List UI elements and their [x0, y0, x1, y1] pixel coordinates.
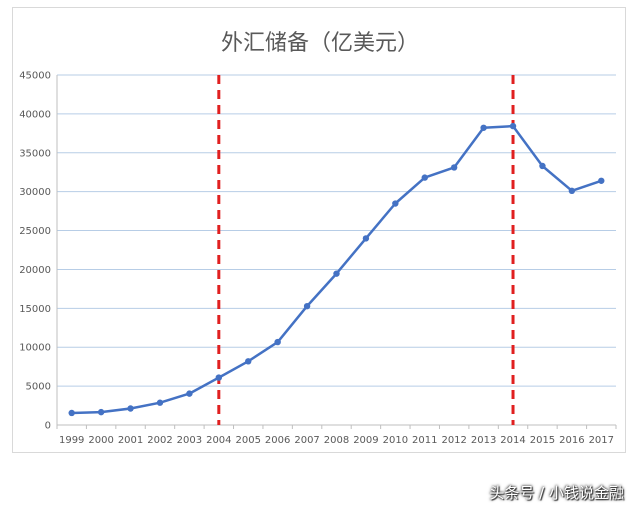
y-axis-tick-labels: 0 5000 10000 15000 20000 25000 30000 35000 40000… — [19, 71, 51, 432]
y-tick-label: 45000 — [19, 71, 51, 82]
y-tick-label: 25000 — [19, 226, 51, 237]
data-point-2015 — [539, 162, 546, 170]
watermark: 头条号 / 小钱说金融 — [489, 484, 624, 502]
x-axis-tick-labels: 1999 2000 2001 2002 2003 2004 2005 2006 2007 2008… — [59, 435, 614, 446]
data-point-2006 — [274, 338, 281, 346]
y-tick-label: 0 — [45, 421, 51, 432]
x-tick-label: 2009 — [353, 435, 378, 446]
y-tick-label: 30000 — [19, 187, 51, 198]
data-point-2005 — [245, 358, 252, 365]
x-tick-label: 2003 — [177, 435, 202, 446]
data-point-1999 — [68, 409, 75, 417]
data-point-2003 — [186, 390, 193, 397]
line-chart: 外汇储备（亿美元） 0 5000 10000 15000 20000 25000 30000… — [19, 31, 617, 446]
x-tick-label: 2004 — [206, 435, 231, 446]
x-tick-label: 2006 — [265, 435, 290, 446]
data-point-2016 — [568, 187, 576, 195]
data-point-2011 — [421, 174, 428, 181]
data-point-2002 — [156, 399, 164, 406]
data-point-2004 — [215, 374, 223, 381]
x-tick-label: 2008 — [324, 435, 349, 446]
x-tick-label: 2016 — [559, 435, 584, 446]
data-point-2009 — [362, 235, 370, 242]
data-point-2013 — [480, 124, 487, 131]
data-point-2017 — [598, 177, 605, 184]
chart-frame: 外汇储备（亿美元） 0 5000 10000 15000 20000 25000 30000… — [12, 7, 626, 453]
x-tick-label: 2013 — [471, 435, 496, 446]
x-tick-label: 2007 — [294, 435, 319, 446]
data-point-2001 — [127, 405, 134, 412]
y-tick-label: 15000 — [19, 304, 51, 315]
data-point-2007 — [303, 302, 311, 310]
axes — [56, 75, 617, 429]
x-tick-label: 2005 — [236, 435, 261, 446]
reference-lines — [217, 75, 515, 425]
x-tick-label: 2000 — [88, 435, 113, 446]
y-tick-label: 35000 — [19, 148, 51, 159]
data-point-2012 — [450, 164, 458, 171]
x-tick-label: 2001 — [118, 435, 143, 446]
x-tick-label: 2014 — [500, 435, 525, 446]
x-tick-label: 2017 — [589, 435, 614, 446]
data-point-2000 — [97, 408, 105, 416]
x-tick-label: 2012 — [441, 435, 466, 446]
y-tick-label: 20000 — [19, 265, 51, 276]
series-layer — [68, 122, 605, 417]
gridlines — [57, 74, 616, 387]
chart-title: 外汇储备（亿美元） — [221, 31, 419, 56]
data-point-2008 — [333, 270, 340, 277]
data-point-2010 — [392, 200, 399, 207]
y-tick-label: 10000 — [19, 343, 51, 354]
x-tick-label: 1999 — [59, 435, 84, 446]
x-tick-label: 2011 — [412, 435, 437, 446]
y-tick-label: 40000 — [19, 109, 51, 120]
y-tick-label: 5000 — [26, 382, 51, 393]
data-point-2014 — [509, 122, 517, 130]
x-tick-label: 2002 — [147, 435, 172, 446]
x-tick-label: 2015 — [530, 435, 555, 446]
x-tick-label: 2010 — [383, 435, 408, 446]
